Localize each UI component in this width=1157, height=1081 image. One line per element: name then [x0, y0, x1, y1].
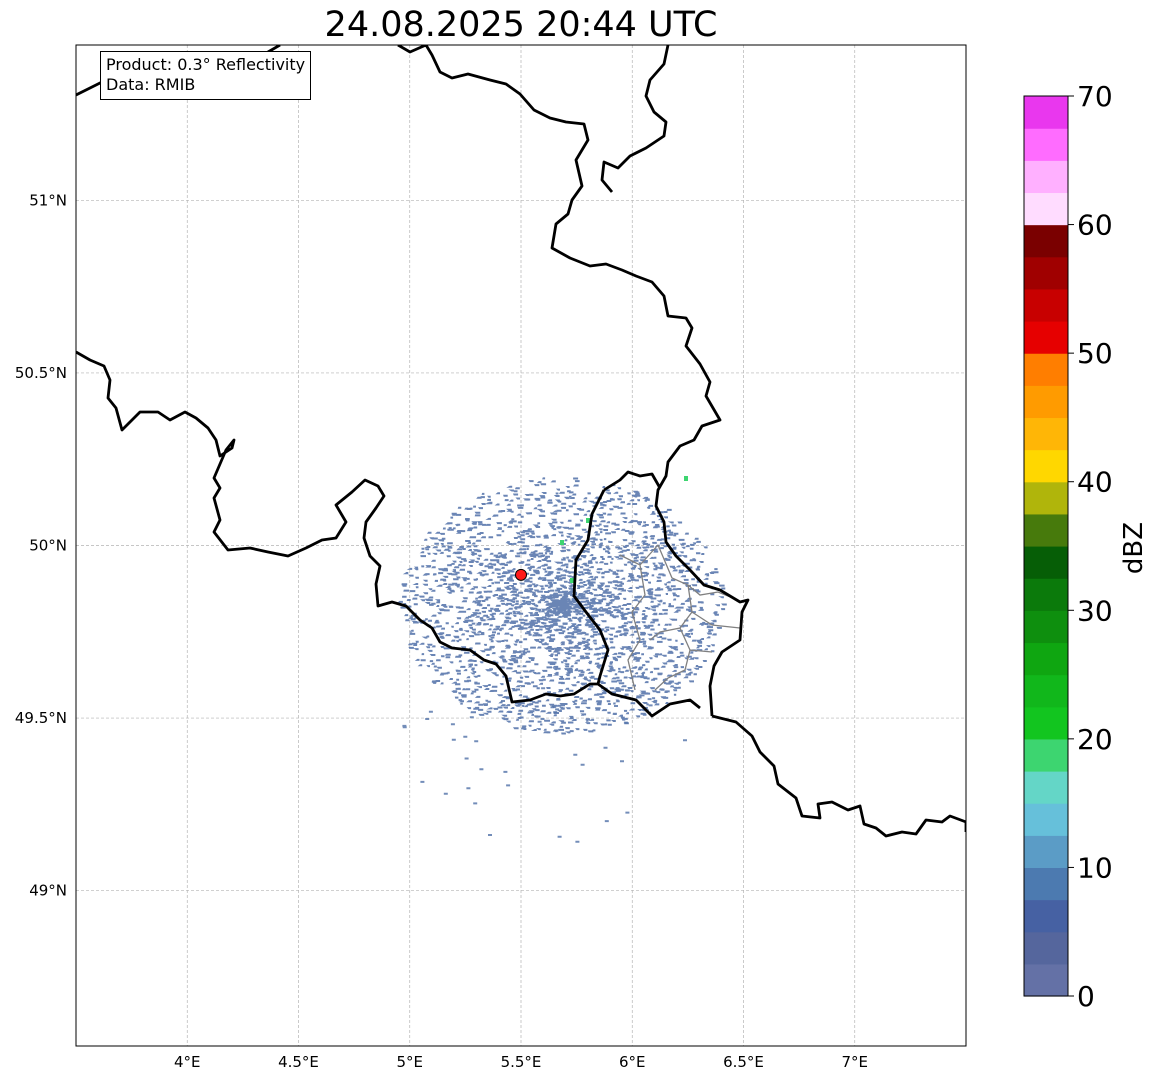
map-frame-border [75, 44, 967, 1047]
colorbar-segment [1024, 128, 1068, 161]
lat-tick-label: 49°N [29, 882, 67, 900]
admin-boundary [619, 544, 741, 691]
colorbar-segment [1024, 771, 1068, 804]
colorbar-segment [1024, 288, 1068, 322]
colorbar-tick-label: 70 [1077, 80, 1113, 113]
colorbar-tick-label: 50 [1077, 337, 1113, 370]
colorbar-tick-label: 60 [1077, 209, 1113, 242]
product-label: Product: 0.3° Reflectivity [106, 55, 306, 74]
colorbar-segment [1024, 642, 1068, 676]
colorbar-segment [1024, 706, 1068, 740]
echo-cell [586, 518, 590, 523]
lat-tick-label: 51°N [29, 191, 67, 209]
colorbar-tick-label: 10 [1077, 851, 1113, 884]
colorbar-segment [1024, 513, 1068, 547]
colorbar-segment [1024, 256, 1068, 290]
echo-speckle [397, 477, 727, 735]
colorbar-segment [1024, 481, 1068, 515]
longitude-ticks: 4°E 4.5°E 5°E 5.5°E 6°E 6.5°E 7°E [174, 1053, 868, 1071]
border-germany-france [711, 714, 966, 838]
echo-cell [684, 476, 688, 481]
colorbar-segment [1024, 899, 1068, 933]
colorbar-tick-label: 30 [1077, 594, 1113, 627]
lon-tick-label: 5.5°E [501, 1053, 542, 1071]
lon-tick-label: 6.5°E [723, 1053, 764, 1071]
border-belgium-netherlands-east [397, 45, 750, 717]
colorbar-segment [1024, 578, 1068, 611]
border-netherlands-germany [600, 45, 670, 193]
map-title: 24.08.2025 20:44 UTC [324, 5, 718, 45]
colorbar-label: dBZ [1119, 521, 1149, 575]
colorbar-tick-label: 0 [1077, 980, 1095, 1013]
lon-tick-label: 5°E [396, 1053, 423, 1071]
lat-tick-label: 49.5°N [15, 709, 67, 727]
data-source-label: Data: RMIB [106, 75, 196, 94]
info-box: Product: 0.3° Reflectivity Data: RMIB [100, 51, 312, 100]
colorbar-segment [1024, 867, 1068, 901]
colorbar-segment [1024, 321, 1068, 354]
colorbar-tick-label: 20 [1077, 723, 1113, 756]
colorbar-segment [1024, 738, 1068, 772]
colorbar-segment [1024, 674, 1068, 708]
latitude-ticks: 49°N 49.5°N 50°N 50.5°N 51°N [15, 191, 67, 899]
colorbar-segment [1024, 385, 1068, 419]
colorbar-outline [1023, 95, 1069, 997]
colorbar-segment [1024, 192, 1068, 226]
colorbar-segment [1024, 835, 1068, 869]
echo-cell [570, 578, 574, 583]
colorbar-segment [1024, 449, 1068, 483]
radar-echoes [397, 476, 727, 843]
border-france-belgium [76, 350, 701, 718]
lon-tick-label: 6°E [619, 1053, 646, 1071]
colorbar-segment [1024, 160, 1068, 194]
grid-lines [76, 45, 966, 1046]
lon-tick-label: 4.5°E [278, 1053, 319, 1071]
colorbar-segment [1024, 224, 1068, 258]
echo-cell [560, 540, 564, 545]
radar-site-marker [515, 568, 527, 581]
colorbar-segment [1024, 803, 1068, 836]
colorbar-tick-label: 40 [1077, 466, 1113, 499]
lat-tick-label: 50°N [29, 537, 67, 555]
border-luxembourg-belgium [572, 470, 662, 685]
colorbar-segment [1024, 963, 1068, 997]
colorbar-segment [1024, 353, 1068, 386]
colorbar: 0 10 20 30 40 50 60 70 [1023, 80, 1113, 1013]
colorbar-segment [1024, 546, 1068, 579]
colorbar-segment [1024, 417, 1068, 451]
lon-tick-label: 7°E [841, 1053, 868, 1071]
lon-tick-label: 4°E [174, 1053, 201, 1071]
colorbar-segment [1024, 610, 1068, 644]
colorbar-segment [1024, 931, 1068, 965]
lat-tick-label: 50.5°N [15, 364, 67, 382]
colorbar-segment [1024, 96, 1068, 129]
